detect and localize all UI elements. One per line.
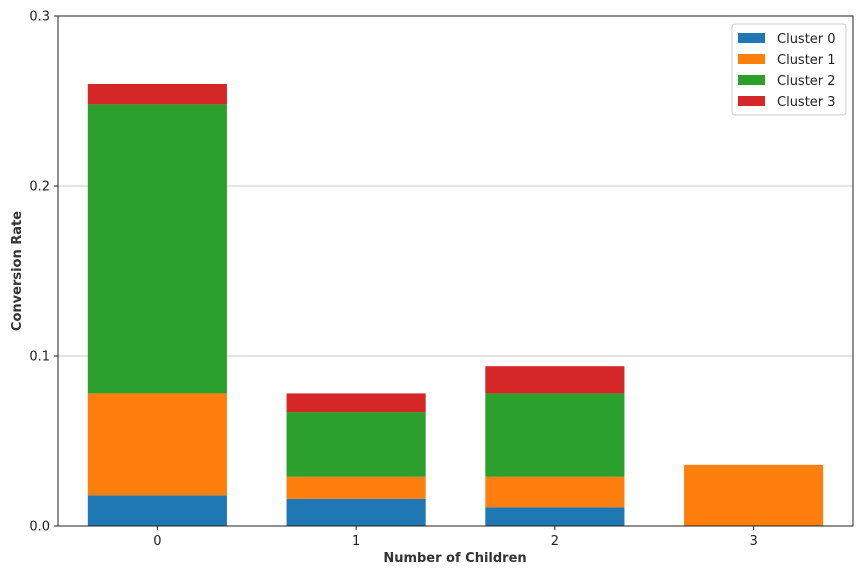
bar-cluster-1-category-3 <box>684 464 824 526</box>
legend-label: Cluster 2 <box>777 74 836 89</box>
legend-swatch <box>738 96 765 106</box>
y-tick-label: 0.3 <box>29 10 50 25</box>
bar-cluster-2-category-2 <box>485 393 625 477</box>
legend-label: Cluster 3 <box>777 95 836 110</box>
x-axis-label: Number of Children <box>383 551 526 566</box>
plot-area-frame <box>57 15 854 527</box>
legend-swatch <box>738 75 765 85</box>
y-tick-label: 0.2 <box>29 180 50 195</box>
bar-cluster-2-category-1 <box>286 412 426 477</box>
bar-cluster-1-category-2 <box>485 476 625 508</box>
y-axis-label: Conversion Rate <box>10 211 25 331</box>
x-tick-label: 3 <box>749 534 757 549</box>
y-axis-ticks: 0.0 0.1 0.2 0.3 <box>29 10 58 535</box>
x-tick-label: 2 <box>551 534 559 549</box>
legend: Cluster 0 Cluster 1 Cluster 2 Cluster 3 <box>731 23 847 116</box>
legend-label: Cluster 1 <box>777 53 836 68</box>
legend-box <box>731 23 847 116</box>
bar-cluster-3-category-1 <box>286 393 426 413</box>
legend-label: Cluster 0 <box>777 32 836 47</box>
bar-cluster-1-category-1 <box>286 476 426 499</box>
bar-cluster-3-category-2 <box>485 366 625 394</box>
legend-swatch <box>738 54 765 64</box>
y-tick-label: 0.1 <box>29 350 50 365</box>
bar-cluster-0-category-0 <box>87 495 227 526</box>
x-tick-label: 0 <box>153 534 161 549</box>
bar-cluster-0-category-2 <box>485 507 625 526</box>
x-tick-label: 1 <box>352 534 360 549</box>
x-axis-ticks: 0 1 2 3 <box>153 526 758 549</box>
legend-swatch <box>738 33 765 43</box>
bars <box>87 84 824 526</box>
bar-cluster-2-category-0 <box>87 104 227 394</box>
bar-cluster-0-category-1 <box>286 498 426 526</box>
bar-cluster-3-category-0 <box>87 84 227 105</box>
bar-cluster-1-category-0 <box>87 393 227 496</box>
y-tick-label: 0.0 <box>29 520 50 535</box>
